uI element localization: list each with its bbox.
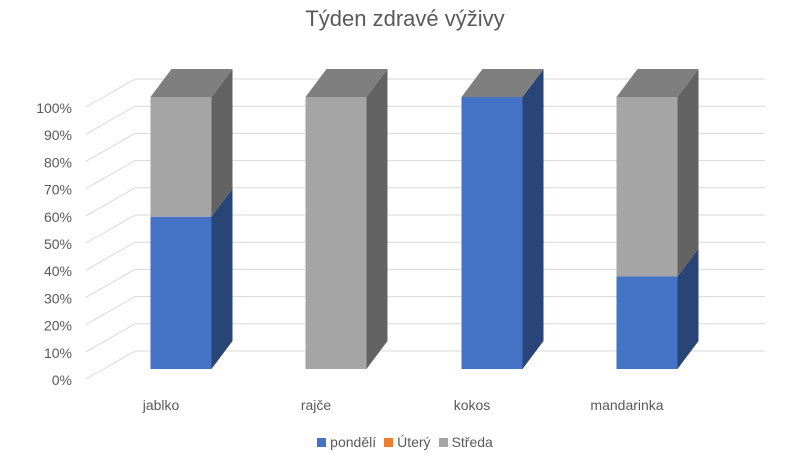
legend: pondělí Úterý Středa <box>0 434 810 450</box>
bar-segment-side <box>522 69 544 369</box>
bar-segment-side <box>677 69 699 277</box>
y-tick-label: 90% <box>44 127 72 143</box>
bar-top <box>305 69 388 97</box>
y-tick-label: 20% <box>44 318 72 334</box>
gridline-diagonal <box>85 323 136 353</box>
bar-segment <box>150 97 212 217</box>
legend-swatch <box>384 438 394 447</box>
gridline-diagonal <box>85 214 136 244</box>
bar-segment-side <box>211 69 233 217</box>
y-tick-label: 80% <box>44 154 72 170</box>
gridline-diagonal <box>85 105 136 135</box>
legend-item: Středa <box>438 434 493 450</box>
legend-swatch <box>438 438 448 447</box>
gridline-diagonal <box>85 296 136 326</box>
x-tick-label: mandarinka <box>590 397 663 413</box>
y-tick-label: 70% <box>44 182 72 198</box>
legend-swatch <box>317 438 327 447</box>
gridline-diagonal <box>85 78 136 108</box>
gridline-diagonal <box>85 187 136 217</box>
bar-segment-side <box>211 188 233 369</box>
bar-segment <box>616 97 678 277</box>
bar-segment <box>150 216 212 369</box>
legend-label: pondělí <box>330 434 377 450</box>
y-tick-label: 60% <box>44 209 72 225</box>
y-tick-label: 10% <box>44 345 72 361</box>
gridline-diagonal <box>85 350 136 380</box>
bar-segment-side <box>677 248 699 369</box>
legend-label: Úterý <box>397 434 431 450</box>
chart-title: Týden zdravé výživy <box>305 6 505 31</box>
gridline-diagonal <box>85 132 136 162</box>
x-tick-label: rajče <box>301 397 332 413</box>
bar-top <box>461 69 544 97</box>
bar-segment <box>616 276 678 369</box>
bar-top <box>150 69 233 97</box>
legend-item: Úterý <box>384 434 431 450</box>
y-tick-label: 100% <box>36 100 72 116</box>
y-tick-label: 40% <box>44 263 72 279</box>
y-tick-label: 30% <box>44 290 72 306</box>
gridline-diagonal <box>85 160 136 190</box>
legend-item: pondělí <box>317 434 376 450</box>
legend-label: Středa <box>451 434 493 450</box>
y-tick-label: 0% <box>52 372 72 388</box>
gridline-diagonal <box>85 241 136 271</box>
y-tick-label: 50% <box>44 236 72 252</box>
bar-segment <box>461 97 523 369</box>
bar-segment-side <box>366 69 388 369</box>
x-tick-label: jablko <box>142 397 180 413</box>
x-tick-label: kokos <box>454 397 491 413</box>
gridline-diagonal <box>85 268 136 298</box>
bar-segment <box>305 97 367 369</box>
bar-top <box>616 69 699 97</box>
